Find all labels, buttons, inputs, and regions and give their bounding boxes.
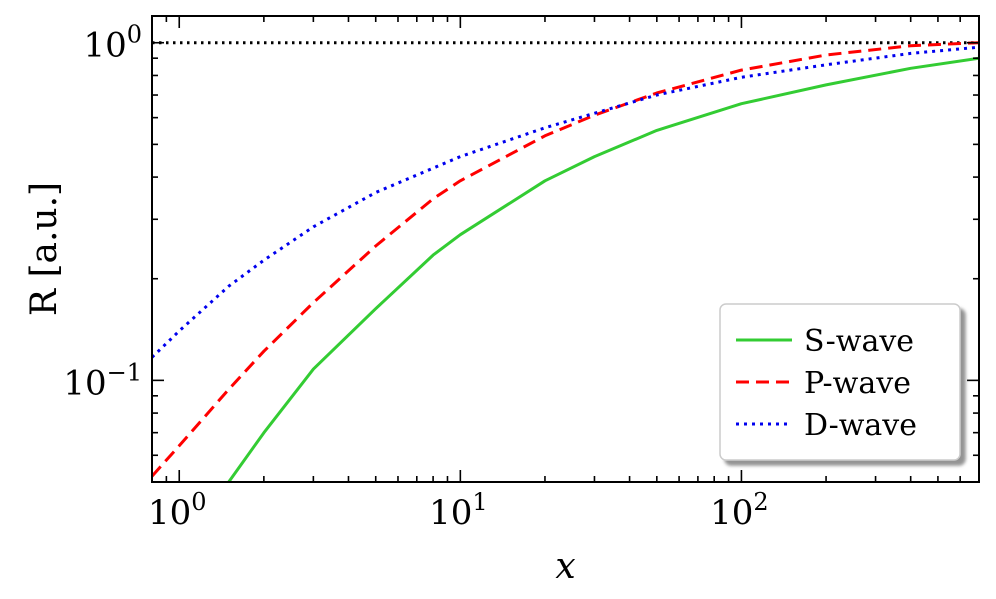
legend-label-d-wave: D-wave <box>804 408 917 443</box>
series-p-wave-line <box>152 41 979 478</box>
legend-box <box>719 303 961 461</box>
plot-frame <box>151 15 980 483</box>
x-tick-label: 100 <box>148 488 207 533</box>
y-tick-label: 10−1 <box>63 358 142 403</box>
series-d-wave-line <box>152 45 979 359</box>
y-axis-label: R [a.u.] <box>24 182 65 316</box>
x-tick-label: 102 <box>710 488 769 533</box>
y-tick-label: 100 <box>83 21 142 66</box>
x-axis-label: x <box>555 546 575 587</box>
legend-label-s-wave: S-wave <box>804 324 914 359</box>
x-tick-label: 101 <box>429 488 488 533</box>
series-s-wave-line <box>227 56 979 482</box>
legend <box>719 303 961 461</box>
legend-label-p-wave: P-wave <box>804 366 911 401</box>
